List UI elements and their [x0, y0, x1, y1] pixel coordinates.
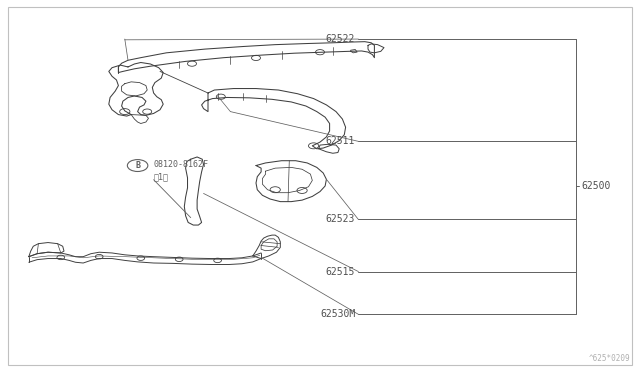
Text: 〈1〉: 〈1〉	[154, 172, 168, 181]
Text: 62515: 62515	[326, 267, 355, 276]
Text: B: B	[135, 161, 140, 170]
Text: 08120-8162F: 08120-8162F	[154, 160, 209, 169]
Text: 62522: 62522	[326, 34, 355, 44]
Text: 62500: 62500	[581, 181, 611, 191]
Text: 62530M: 62530M	[320, 310, 355, 319]
Text: 62523: 62523	[326, 215, 355, 224]
Text: 62511: 62511	[326, 137, 355, 146]
Text: ^625*0209: ^625*0209	[589, 354, 630, 363]
